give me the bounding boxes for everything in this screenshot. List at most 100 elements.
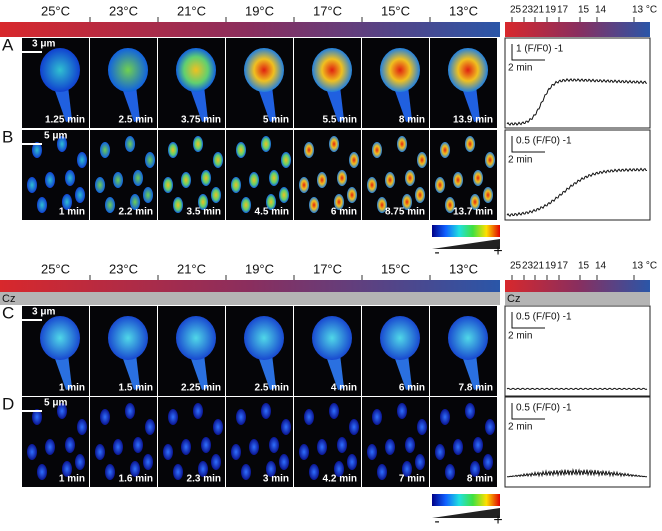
time-label: 1 min <box>59 207 85 218</box>
trace-x-label: 2 min <box>508 63 532 74</box>
cell <box>211 454 221 470</box>
cell <box>168 409 178 425</box>
cell <box>402 461 412 477</box>
cell <box>261 403 271 419</box>
cell <box>173 464 183 480</box>
cell <box>100 409 110 425</box>
cell <box>326 86 344 122</box>
cell <box>125 403 135 419</box>
cell <box>377 197 387 213</box>
cell <box>32 142 42 158</box>
cell <box>281 419 291 435</box>
scale-bar-label: 5 μm <box>44 131 67 142</box>
cell <box>312 48 352 92</box>
time-label: 1.6 min <box>119 474 153 485</box>
cell <box>130 194 140 210</box>
cell <box>100 142 110 158</box>
cell <box>435 444 445 460</box>
cell <box>485 419 495 435</box>
time-label: 1 min <box>59 383 85 394</box>
colorbar-max: + <box>493 243 502 260</box>
time-label: 5 min <box>263 115 289 126</box>
cell <box>304 142 314 158</box>
scale-bar-label: 5 μm <box>44 398 67 409</box>
cell <box>448 48 488 92</box>
temperature-label: 25°C <box>41 261 70 276</box>
cell <box>65 437 75 453</box>
trace-tick-label: 23 <box>522 261 534 272</box>
temperature-label: 15°C <box>381 261 410 276</box>
time-label: 6 min <box>331 207 357 218</box>
cell <box>193 403 203 419</box>
cell <box>105 197 115 213</box>
trace-tick-label: 19 <box>545 261 557 272</box>
cell <box>181 439 191 455</box>
cell <box>269 437 279 453</box>
cell <box>75 187 85 203</box>
trace-x-label: 2 min <box>508 155 532 166</box>
cell <box>145 152 155 168</box>
cell <box>309 464 319 480</box>
cell <box>394 354 412 390</box>
cell <box>143 187 153 203</box>
cell <box>62 461 72 477</box>
cell <box>372 142 382 158</box>
trace-tick-label: 21 <box>533 261 545 272</box>
cell <box>125 136 135 152</box>
trace-tick-label: 25 <box>510 261 522 272</box>
time-label: 3.75 min <box>181 115 221 126</box>
cell <box>394 86 412 122</box>
trace <box>506 167 648 217</box>
cell <box>405 170 415 186</box>
trace-tick-label: 14 <box>595 5 607 16</box>
trace-y-label: 0.5 (F/F0) -1 <box>516 312 572 323</box>
temperature-bar <box>0 22 500 37</box>
drug-bar <box>505 292 650 305</box>
cell <box>372 409 382 425</box>
time-label: 4 min <box>331 383 357 394</box>
cell <box>77 152 87 168</box>
time-label: 2.3 min <box>187 474 221 485</box>
cell <box>113 439 123 455</box>
cell <box>329 403 339 419</box>
trace <box>506 387 648 391</box>
cell <box>241 464 251 480</box>
time-label: 13.9 min <box>453 115 493 126</box>
trace-tick-label: 15 <box>578 5 590 16</box>
cell <box>75 454 85 470</box>
cell <box>65 170 75 186</box>
cell <box>62 194 72 210</box>
cell <box>198 461 208 477</box>
cell <box>435 177 445 193</box>
cell <box>173 197 183 213</box>
time-label: 7 min <box>399 474 425 485</box>
cell <box>95 177 105 193</box>
cell <box>281 152 291 168</box>
cell <box>380 316 420 360</box>
temperature-label: 25°C <box>41 3 70 18</box>
cell <box>326 354 344 390</box>
trace-tick-label: 23 <box>522 5 534 16</box>
scale-bar <box>511 403 545 420</box>
time-label: 7.8 min <box>459 383 493 394</box>
trace-y-label: 0.5 (F/F0) -1 <box>516 136 572 147</box>
cell <box>367 177 377 193</box>
panel-label: A <box>2 35 14 54</box>
colorbar-wedge <box>432 508 500 518</box>
temperature-label: 21°C <box>177 261 206 276</box>
temperature-label: 13°C <box>449 3 478 18</box>
temperature-label: 17°C <box>313 3 342 18</box>
cell <box>405 437 415 453</box>
cell <box>133 170 143 186</box>
cell <box>95 444 105 460</box>
trace <box>506 78 648 126</box>
temperature-label: 23°C <box>109 261 138 276</box>
trace-tick-label: 17 <box>557 5 569 16</box>
cell <box>473 437 483 453</box>
time-label: 2.5 min <box>255 383 289 394</box>
drug-label: Cz <box>2 293 15 305</box>
cell <box>213 419 223 435</box>
cell <box>130 461 140 477</box>
cell <box>258 86 276 122</box>
cell <box>27 444 37 460</box>
